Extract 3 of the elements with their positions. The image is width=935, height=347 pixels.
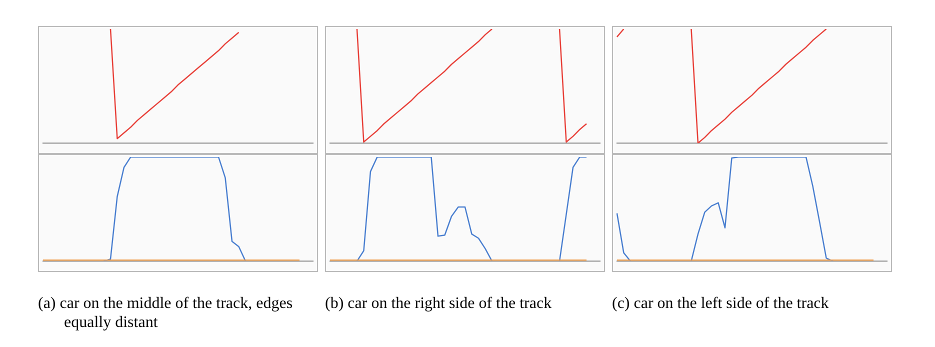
text: (a) car on the middle of the track, edges equally distant (38, 294, 294, 332)
text: (b) car on the right side of the track (325, 294, 553, 313)
text: (c) car on the left side of the track (612, 294, 830, 313)
